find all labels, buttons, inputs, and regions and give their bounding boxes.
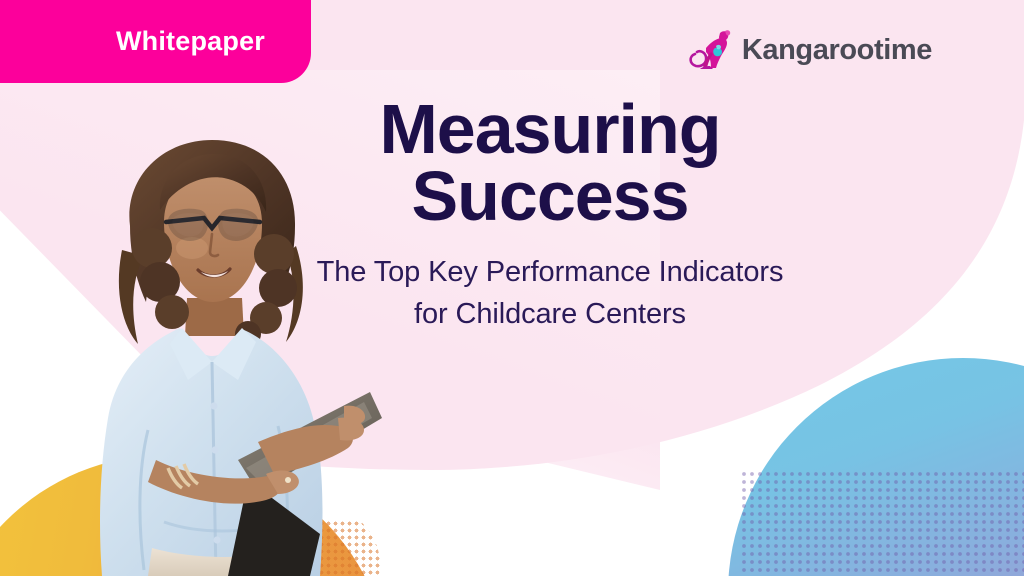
headline-line-1: Measuring bbox=[379, 90, 721, 168]
whitepaper-badge: Whitepaper bbox=[0, 0, 311, 83]
headline-line-2: Success bbox=[411, 157, 689, 236]
subhead-line-2: for Childcare Centers bbox=[414, 297, 686, 330]
kangaroo-icon bbox=[689, 30, 733, 70]
title-block: Measuring Success The Top Key Performanc… bbox=[270, 90, 830, 335]
purple-halftone-dots bbox=[740, 470, 1024, 576]
brand-name: Kangarootime bbox=[741, 33, 933, 66]
subhead-line-1: The Top Key Performance Indicators bbox=[316, 256, 784, 289]
page-subtitle: The Top Key Performance Indicators for C… bbox=[270, 252, 830, 334]
blue-purple-circle-shape bbox=[728, 358, 1024, 576]
brand-logo[interactable]: Kangarootime bbox=[689, 30, 932, 70]
whitepaper-badge-label: Whitepaper bbox=[115, 26, 265, 56]
page-title: Measuring Success bbox=[270, 90, 830, 236]
